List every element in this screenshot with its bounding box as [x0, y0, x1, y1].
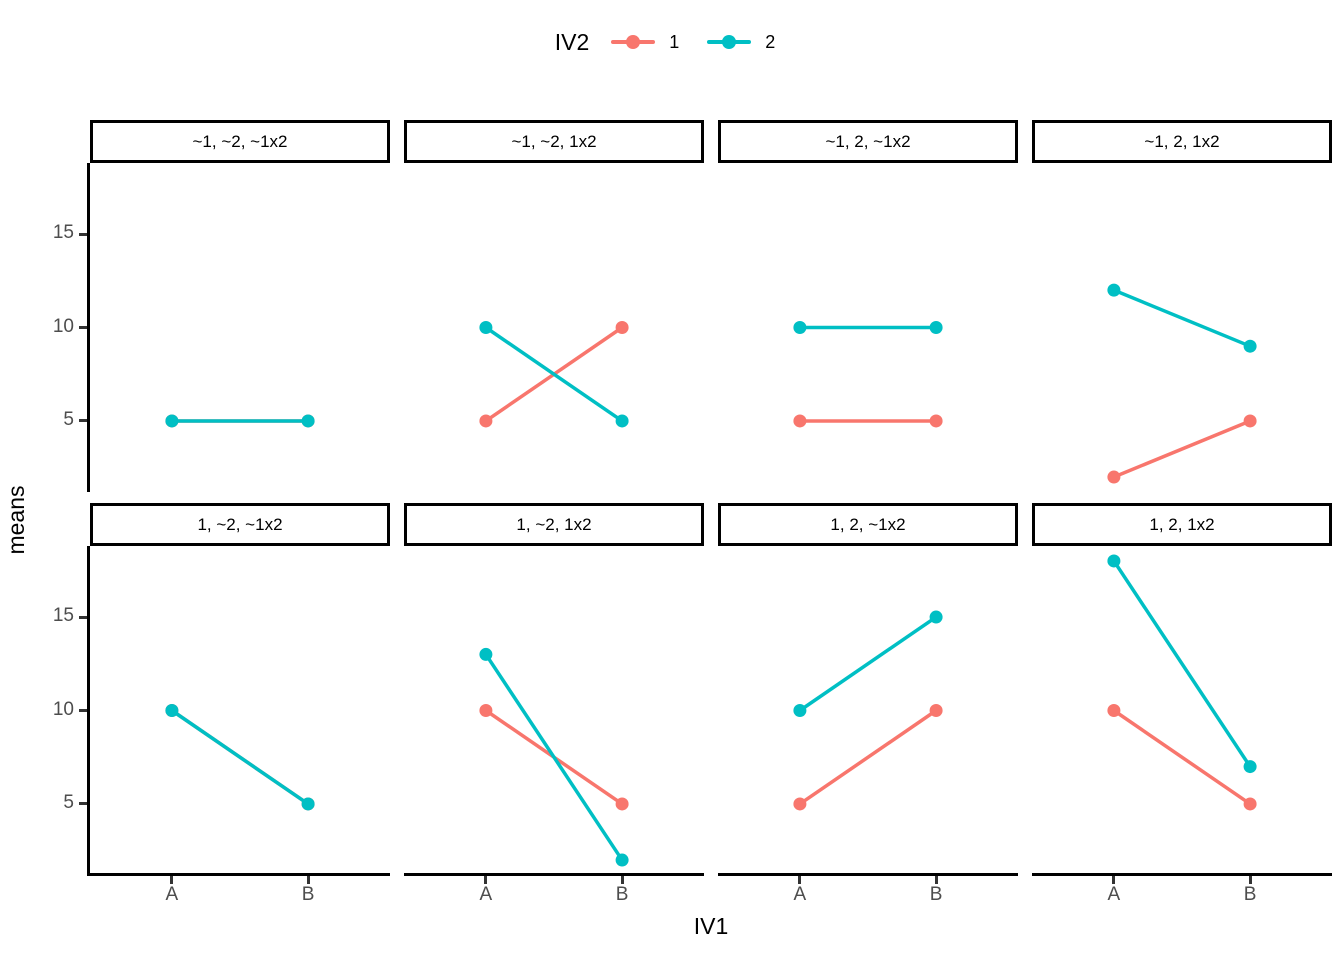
- series-2-point-B: [929, 321, 943, 334]
- x-tick-label: B: [615, 884, 629, 905]
- y-tick-mark: [79, 326, 87, 329]
- facet-strip: ~1, ~2, 1x2: [404, 120, 704, 163]
- y-tick-label: 5: [63, 408, 74, 430]
- facet-strip: 1, ~2, ~1x2: [90, 503, 390, 546]
- y-tick-label: 10: [52, 315, 74, 337]
- y-tick-mark: [79, 709, 87, 712]
- series-2-point-A: [479, 647, 493, 661]
- series-2-line: [170, 709, 310, 806]
- y-tick-label: 5: [63, 791, 74, 813]
- y-tick-label: 15: [52, 222, 74, 244]
- series-2-point-A: [793, 704, 807, 717]
- y-axis-line: [87, 546, 90, 876]
- facet-panel: [479, 321, 629, 428]
- series-1-point-B: [1243, 414, 1257, 428]
- series-2-point-A: [479, 321, 493, 334]
- series-2-point-B: [301, 414, 315, 428]
- series-1-point-A: [1107, 704, 1121, 717]
- facet-panel: [793, 321, 943, 428]
- legend-point-icon: [722, 35, 737, 49]
- legend-title: IV2: [554, 28, 590, 55]
- y-axis-title: means: [3, 485, 29, 555]
- series-2-line: [1112, 559, 1252, 768]
- series-2-point-A: [1107, 283, 1121, 297]
- y-tick-mark: [79, 802, 87, 806]
- legend-key-series-1: [611, 34, 656, 50]
- facet-panel: [479, 647, 629, 867]
- series-1-line: [1112, 709, 1252, 806]
- facet-strip: 1, 2, 1x2: [1032, 503, 1332, 546]
- series-2-point-A: [165, 704, 179, 717]
- series-1-point-A: [479, 414, 493, 428]
- x-axis-line: [404, 873, 704, 876]
- facet-panel: [165, 704, 315, 811]
- series-2-point-A: [165, 414, 179, 428]
- facet-strip: ~1, 2, ~1x2: [718, 120, 1018, 163]
- x-tick-label: B: [1243, 884, 1257, 905]
- series-2-point-A: [1107, 554, 1121, 568]
- series-2-point-B: [1243, 339, 1257, 353]
- facet-strip: 1, 2, ~1x2: [718, 503, 1018, 546]
- series-2-line: [484, 653, 624, 862]
- y-tick-mark: [79, 232, 87, 236]
- series-2-point-A: [793, 321, 807, 334]
- facet-strip: ~1, ~2, ~1x2: [90, 120, 390, 163]
- facet-strip: ~1, 2, 1x2: [1032, 120, 1332, 163]
- x-tick-label: A: [479, 884, 493, 905]
- x-tick-label: A: [1107, 884, 1121, 905]
- x-axis-line: [1032, 873, 1332, 876]
- series-1-line: [798, 709, 938, 806]
- series-2-point-B: [929, 610, 943, 624]
- x-axis-line: [90, 873, 390, 876]
- x-tick-mark: [798, 876, 802, 884]
- series-1-point-B: [1243, 797, 1257, 811]
- series-1-point-A: [1107, 470, 1121, 484]
- legend-label-series-1: 1: [669, 31, 680, 52]
- series-2-line: [1113, 288, 1251, 348]
- legend: IV2 1 2: [0, 22, 1344, 62]
- x-axis-title: IV1: [693, 913, 729, 939]
- x-axis-line: [718, 873, 1018, 876]
- x-tick-label: A: [793, 884, 807, 905]
- series-1-point-B: [615, 797, 629, 811]
- x-tick-label: B: [301, 884, 315, 905]
- facet-panel: [1107, 283, 1257, 484]
- y-tick-mark: [79, 419, 87, 423]
- facet-panel: [793, 610, 943, 811]
- facet-panel: [1107, 554, 1257, 811]
- series-1-point-B: [615, 321, 629, 334]
- y-tick-label: 15: [52, 605, 74, 627]
- x-tick-mark: [934, 876, 938, 884]
- series-1-point-A: [793, 414, 807, 428]
- legend-key-series-2: [707, 34, 752, 50]
- x-tick-mark: [1248, 876, 1252, 884]
- legend-point-icon: [626, 35, 641, 49]
- series-1-point-A: [793, 797, 807, 811]
- x-tick-mark: [620, 876, 624, 884]
- series-2-point-B: [1243, 760, 1257, 774]
- x-tick-label: A: [165, 884, 179, 905]
- series-1-line: [1113, 419, 1251, 479]
- series-1-point-B: [929, 704, 943, 717]
- series-2-line: [484, 326, 624, 423]
- series-2-line: [798, 615, 938, 712]
- series-1-point-A: [479, 704, 493, 717]
- facet-strip: 1, ~2, 1x2: [404, 503, 704, 546]
- x-tick-mark: [306, 876, 310, 884]
- facet-panel: [165, 414, 315, 428]
- series-1-point-B: [929, 414, 943, 428]
- x-tick-mark: [170, 876, 174, 884]
- legend-label-series-2: 2: [765, 31, 776, 52]
- y-tick-mark: [79, 615, 87, 619]
- series-2-point-B: [615, 853, 629, 867]
- x-tick-label: B: [929, 884, 943, 905]
- series-2-point-B: [615, 414, 629, 428]
- x-tick-mark: [1112, 876, 1116, 884]
- x-tick-mark: [484, 876, 488, 884]
- series-2-point-B: [301, 797, 315, 811]
- y-axis-line: [87, 163, 90, 492]
- y-tick-label: 10: [52, 698, 74, 720]
